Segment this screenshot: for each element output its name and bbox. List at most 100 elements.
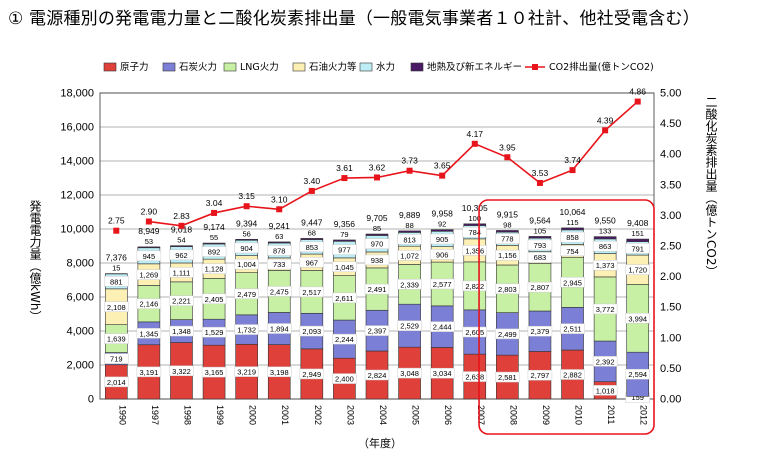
data-label: 683 — [534, 253, 547, 262]
data-label: 2,244 — [335, 335, 354, 344]
total-label: 9,241 — [269, 221, 291, 231]
data-label: 1,128 — [205, 265, 224, 274]
x-tick-label: 2000 — [248, 405, 258, 425]
co2-point — [569, 167, 576, 174]
y2-tick-label: 0.00 — [660, 394, 681, 406]
data-label-box — [592, 259, 618, 271]
data-label-box — [625, 264, 650, 275]
bar-segment — [333, 239, 356, 242]
bar-segment — [496, 230, 519, 233]
total-label: 10,064 — [560, 207, 586, 217]
data-label-box — [364, 325, 390, 336]
data-label: 2,339 — [400, 280, 419, 289]
x-tick-label: 2009 — [541, 405, 551, 425]
x-tick-label: 2012 — [639, 405, 649, 425]
y-tick-label: 16,000 — [60, 122, 94, 134]
data-label: 133 — [599, 227, 612, 236]
data-label: 906 — [436, 250, 449, 259]
data-label-box — [527, 281, 553, 293]
data-label-box — [560, 245, 585, 257]
total-label: 9,889 — [399, 210, 421, 220]
data-label: 2,511 — [563, 325, 581, 334]
data-label: 1,111 — [173, 268, 191, 277]
data-label: 2,803 — [498, 285, 517, 294]
x-tick-label: 1990 — [117, 405, 127, 425]
data-label: 962 — [175, 251, 188, 260]
data-label: 719 — [110, 355, 123, 364]
data-label-box — [527, 239, 553, 251]
data-label-box — [136, 328, 162, 339]
total-label: 9,915 — [497, 209, 519, 219]
data-label: 3,198 — [270, 368, 289, 377]
data-label: 3,165 — [205, 368, 224, 377]
data-label-box — [462, 371, 488, 382]
data-label-box — [462, 280, 488, 292]
data-label: 1,345 — [139, 329, 158, 338]
legend-label: 水力 — [376, 61, 395, 73]
data-label: 754 — [566, 247, 579, 256]
data-label-box — [429, 249, 455, 260]
data-label: 3,772 — [596, 305, 615, 314]
data-label-box — [364, 254, 390, 266]
co2-label: 3.04 — [206, 198, 223, 208]
co2-label: 3.65 — [434, 161, 451, 171]
y2-tick-label: 2.50 — [660, 241, 681, 253]
data-label-box — [266, 245, 292, 256]
data-label-box — [169, 365, 194, 377]
y2-tick-label: 1.00 — [660, 332, 681, 344]
data-label-box — [527, 252, 553, 263]
legend-swatch — [359, 62, 373, 72]
data-label: 791 — [631, 244, 644, 253]
data-label: 3,191 — [139, 368, 158, 377]
co2-label: 3.73 — [401, 156, 418, 166]
data-label: 2,491 — [368, 285, 387, 294]
data-label-box — [201, 366, 227, 378]
x-tick-label: 2003 — [345, 405, 355, 425]
data-label: 1,894 — [270, 325, 289, 334]
data-label-box — [429, 278, 455, 290]
data-label: 778 — [501, 235, 514, 244]
x-tick-label: 2008 — [508, 405, 518, 425]
data-label: 63 — [275, 232, 283, 241]
data-label-box — [527, 325, 553, 337]
data-label: 53 — [145, 237, 153, 246]
data-label-box — [429, 367, 455, 379]
data-label: 970 — [371, 240, 384, 249]
data-label-box — [266, 286, 292, 297]
data-label: 2,479 — [237, 290, 256, 299]
data-label: 892 — [208, 248, 221, 257]
data-label: 1,732 — [237, 326, 256, 335]
data-label-box — [169, 295, 194, 306]
data-label: 784 — [469, 228, 482, 237]
bar-segment — [365, 233, 389, 236]
data-label-box — [234, 242, 259, 254]
data-label: 2,379 — [531, 327, 550, 336]
data-label: 2,807 — [531, 283, 550, 292]
data-label: 2,638 — [465, 373, 484, 382]
data-label: 2,605 — [465, 328, 484, 337]
data-label-box — [332, 292, 357, 304]
co2-point — [634, 98, 641, 105]
y-axis-title-left: 発電電力量（億kWh） — [28, 200, 42, 323]
data-label: 2,014 — [107, 378, 126, 387]
y2-tick-label: 4.00 — [660, 149, 681, 161]
highlight-box — [478, 199, 655, 435]
data-label-box — [397, 279, 422, 290]
co2-point — [602, 127, 609, 134]
y-tick-label: 8,000 — [66, 258, 94, 270]
co2-point — [471, 140, 478, 147]
data-label-box — [592, 356, 618, 367]
data-label-box — [266, 323, 292, 334]
data-label-box — [560, 369, 585, 380]
data-label-box — [462, 326, 488, 338]
data-label: 2,221 — [172, 297, 191, 306]
data-label-box — [299, 368, 325, 380]
data-label: 151 — [631, 229, 644, 238]
y-tick-label: 2,000 — [66, 360, 94, 372]
bar-segment — [430, 229, 454, 232]
data-label: 79 — [340, 230, 348, 239]
data-label: 1,529 — [205, 328, 224, 337]
data-label-box — [201, 293, 227, 305]
data-label-box — [332, 244, 357, 255]
